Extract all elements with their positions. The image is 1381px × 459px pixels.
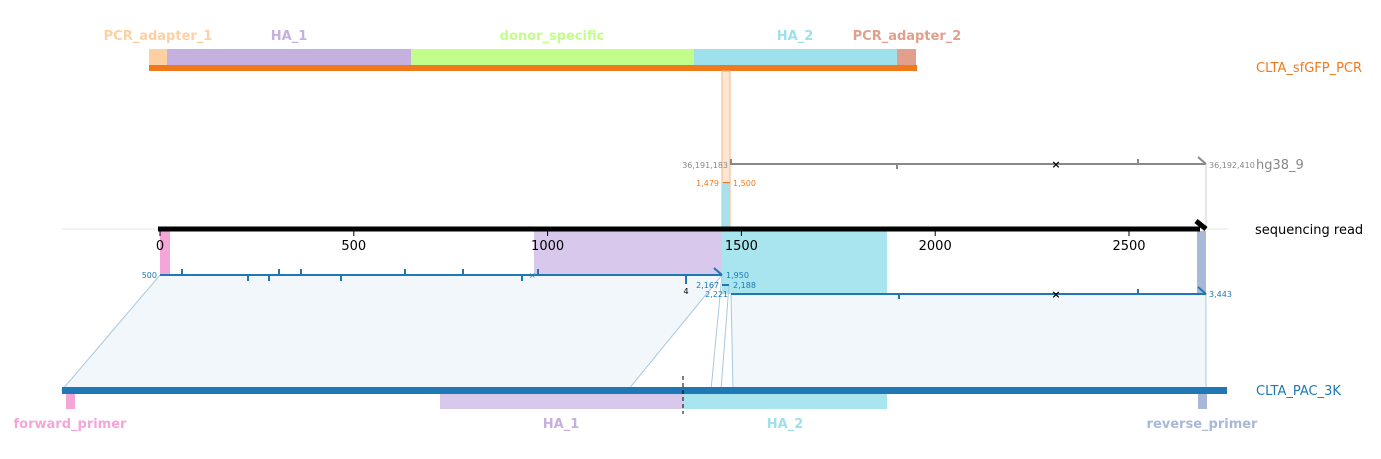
target-alignment-2-start-label: 2,221 — [705, 290, 728, 299]
target-feature-bar-ha-2 — [683, 393, 887, 409]
read-region-ha-2 — [722, 231, 887, 294]
target-alignment-2-shade — [730, 293, 1207, 391]
target-feature-label-reverse-primer: reverse_primer — [1147, 417, 1259, 432]
read-region-forward-primer — [160, 231, 170, 275]
read-axis-arrow — [1194, 219, 1208, 231]
read-axis-tick-label: 2500 — [1112, 239, 1145, 254]
genome-ref-end-label: 36,192,410 — [1209, 161, 1255, 170]
read-axis-tick-label: 2000 — [919, 239, 952, 254]
target-alignment-1-shade — [60, 274, 724, 391]
read-region-donor — [722, 183, 730, 229]
feature-bar-ha-2 — [694, 49, 897, 66]
donor-reference-bar — [149, 65, 917, 71]
target-feature-label-forward-primer: forward_primer — [14, 417, 128, 432]
feature-bar-ha-1 — [167, 49, 411, 66]
read-axis-tick-label: 1000 — [531, 239, 564, 254]
target-alignments: × 500 1,950 4 2,167 2,188 × 2,221 3,443 — [60, 267, 1232, 391]
feature-label-ha-1: HA_1 — [271, 29, 308, 44]
read-region-ha-1 — [534, 231, 722, 275]
read-axis-tick-label: 0 — [156, 239, 164, 254]
target-alignment-2-end-label: 3,443 — [1209, 290, 1232, 299]
feature-bar-donor-specific — [411, 49, 694, 66]
feature-bar-pcr-adapter-1 — [149, 49, 167, 66]
target-alignment-1-start-label: 500 — [142, 271, 157, 280]
target-feature-label-ha-2: HA_2 — [767, 417, 804, 432]
target-connector-2 — [720, 284, 730, 391]
genome-track-label: hg38_9 — [1256, 158, 1304, 173]
read-axis-ticks: 0 500 1000 1500 2000 2500 — [156, 231, 1146, 254]
target-alignment-1-read-end-label: 4 — [683, 287, 688, 296]
target-connector-1 — [710, 274, 723, 391]
target-alignment-2-mismatches — [898, 289, 1139, 299]
target-alignment-2-arrow — [1197, 286, 1207, 295]
target-track-label: CLTA_PAC_3K — [1256, 384, 1341, 399]
genome-deletion-marker: × — [1051, 158, 1060, 171]
feature-label-pcr-adapter-1: PCR_adapter_1 — [104, 29, 213, 44]
target-feature-label-ha-1: HA_1 — [543, 417, 580, 432]
genome-track: × 36,191,183 36,192,410 hg38_9 1,479 1,5… — [682, 156, 1304, 229]
target-alignment-1-arrow — [713, 267, 723, 276]
target-feature-bar-forward-primer — [66, 393, 75, 409]
feature-label-ha-2: HA_2 — [777, 29, 814, 44]
donor-alignment-start-label: 1,479 — [696, 179, 719, 188]
target-alignment-1-insertion-marker: × — [529, 271, 536, 280]
read-axis-tick-label: 1500 — [725, 239, 758, 254]
read-track: 0 500 1000 1500 2000 2500 sequencing read — [62, 183, 1363, 294]
target-reference-bar — [62, 387, 1227, 394]
feature-bar-pcr-adapter-2 — [897, 49, 916, 66]
donor-track: PCR_adapter_1 HA_1 donor_specific HA_2 P… — [104, 29, 1362, 230]
target-feature-bar-reverse-primer — [1198, 393, 1207, 409]
target-insertion-end-label: 2,188 — [733, 281, 756, 290]
target-alignment-1-mismatches — [181, 269, 687, 284]
genome-alignment-end-arrow — [1197, 156, 1207, 165]
target-alignment-1-end-label: 1,950 — [726, 271, 749, 280]
genome-ref-start-label: 36,191,183 — [682, 161, 728, 170]
read-track-label: sequencing read — [1255, 223, 1363, 238]
target-feature-bar-ha-1 — [440, 393, 683, 409]
donor-track-label: CLTA_sfGFP_PCR — [1256, 61, 1362, 76]
feature-label-donor-specific: donor_specific — [500, 29, 605, 44]
target-insertion-start-label: 2,167 — [696, 281, 719, 290]
target-track: forward_primer HA_1 HA_2 reverse_primer … — [14, 376, 1341, 432]
read-region-reverse-primer — [1197, 231, 1206, 294]
target-alignment-2-deletion-marker: × — [1051, 288, 1060, 301]
read-axis-tick-label: 500 — [341, 239, 366, 254]
feature-label-pcr-adapter-2: PCR_adapter_2 — [853, 29, 962, 44]
donor-alignment-end-label: 1,500 — [733, 179, 756, 188]
